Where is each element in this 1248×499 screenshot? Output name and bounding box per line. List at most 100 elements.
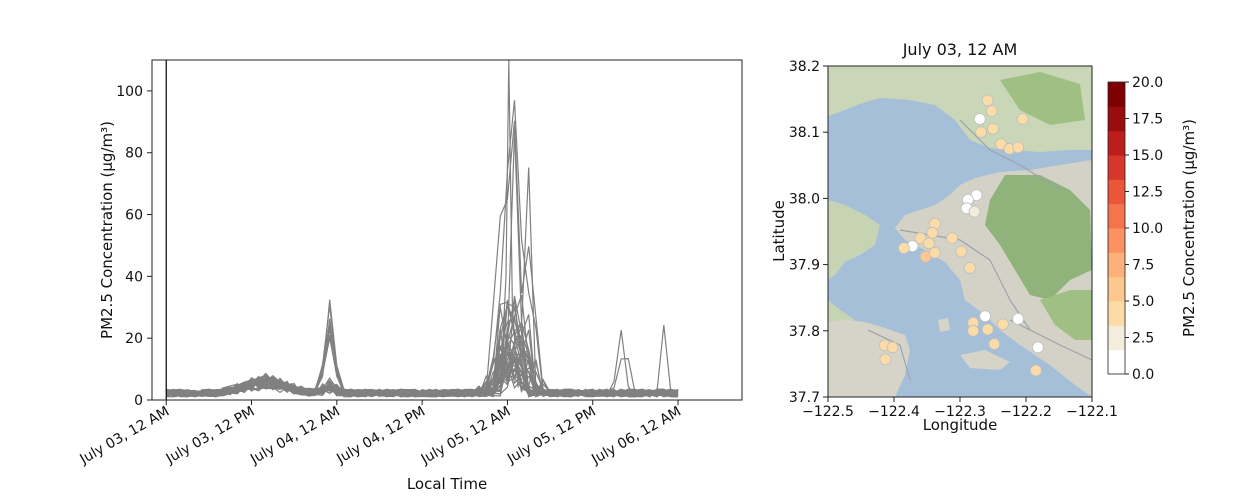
- sensor-point: [981, 323, 994, 336]
- sensor-point: [926, 226, 939, 239]
- colorbar-cell: [1108, 82, 1125, 107]
- land-island: [938, 318, 950, 332]
- sensor-point: [929, 246, 941, 259]
- x-tick-label: July 05, 12 AM: [418, 404, 514, 468]
- map-y-tick-label: 38.0: [789, 191, 820, 207]
- sensor-point: [955, 245, 968, 258]
- sensor-point: [979, 310, 991, 323]
- sensor-point: [1016, 113, 1029, 125]
- colorbar-cell: [1108, 203, 1125, 229]
- sensor-point: [1032, 341, 1044, 354]
- y-tick-label: 20: [125, 331, 143, 347]
- basemap: [828, 66, 1092, 397]
- sensor-point: [886, 341, 899, 354]
- sensor-points: [878, 94, 1044, 377]
- map-x-tick-label: −122.4: [868, 404, 920, 420]
- map-x-tick-label: −122.5: [802, 404, 854, 420]
- map-y-axis-label: Latitude: [770, 200, 788, 262]
- y-axis-ticks: 0 20 40 60 80 100: [116, 84, 152, 409]
- sensor-point: [968, 205, 981, 218]
- x-tick-label: July 04, 12 PM: [333, 404, 428, 468]
- x-tick-label: July 03, 12 PM: [163, 404, 258, 468]
- colorbar-tick-label: 5.0: [1132, 294, 1154, 310]
- map-x-tick-label: −122.2: [1000, 404, 1052, 420]
- sensor-point: [914, 232, 927, 245]
- map-y-tick-label: 37.8: [789, 324, 820, 340]
- sensor-point: [997, 318, 1009, 331]
- hills-east: [985, 175, 1092, 300]
- map-x-tick-label: −122.3: [934, 404, 986, 420]
- map-y-axis-ticks: 37.7 37.8 37.9 38.0 38.1 38.2: [789, 59, 828, 406]
- sensor-point: [964, 261, 976, 274]
- y-tick-label: 80: [125, 146, 143, 162]
- colorbar-ticks: 0.0 2.5 5.0 7.5 10.0 12.5 15.0 17.5 20.0: [1125, 75, 1163, 383]
- colorbar-cell: [1108, 276, 1125, 302]
- colorbar-cell: [1108, 179, 1125, 205]
- series-line: [166, 297, 679, 398]
- map-chart: July 03, 12 AM −122.5 −122.4 −122.3−: [770, 40, 1118, 434]
- colorbar-cell: [1108, 301, 1125, 326]
- colorbar-tick-label: 12.5: [1132, 185, 1163, 201]
- y-axis-label: PM2.5 Concentration (μg/m³): [98, 121, 116, 339]
- colorbar-cell: [1108, 252, 1125, 278]
- colorbar-cell: [1108, 155, 1125, 180]
- sensor-point: [923, 237, 935, 250]
- y-tick-label: 60: [125, 208, 143, 224]
- sensor-point: [981, 94, 994, 107]
- sensor-point: [1030, 364, 1042, 377]
- map-x-tick-label: −122.1: [1066, 404, 1118, 420]
- plot-frame: [151, 59, 743, 401]
- map-title: July 03, 12 AM: [902, 40, 1018, 59]
- sensor-point: [973, 113, 986, 125]
- colorbar-tick-label: 2.5: [1132, 331, 1154, 347]
- colorbar-tick-label: 7.5: [1132, 258, 1154, 274]
- y-tick-label: 40: [125, 269, 143, 285]
- sensor-point: [898, 242, 910, 255]
- x-tick-label: July 04, 12 AM: [247, 404, 343, 468]
- y-tick-label: 0: [134, 393, 143, 409]
- hills-southeast: [1040, 290, 1092, 340]
- map-y-tick-label: 37.9: [789, 258, 820, 274]
- sensor-point: [1012, 141, 1024, 154]
- series-line: [166, 355, 679, 398]
- colorbar-cell: [1108, 349, 1125, 375]
- sensor-point: [946, 232, 958, 245]
- roads: [867, 119, 1092, 381]
- series-line-peak: [499, 60, 519, 391]
- land-san-francisco: [828, 320, 910, 397]
- sensor-point: [975, 126, 987, 139]
- colorbar-cells: [1108, 82, 1125, 375]
- x-tick-label: July 06, 12 AM: [588, 404, 684, 468]
- colorbar-tick-label: 10.0: [1132, 221, 1163, 237]
- map-x-axis-ticks: −122.5 −122.4 −122.3 −122.2 −122.1: [802, 397, 1118, 420]
- land-alameda: [960, 350, 1010, 370]
- colorbar-cell: [1108, 228, 1125, 253]
- map-x-axis-label: Longitude: [923, 416, 998, 434]
- sensor-point: [1012, 312, 1024, 325]
- x-tick-label: July 05, 12 PM: [504, 404, 599, 468]
- hills-north: [1000, 72, 1085, 125]
- sensor-point: [879, 353, 892, 366]
- colorbar-tick-label: 0.0: [1132, 367, 1154, 383]
- y-tick-label: 100: [116, 84, 143, 100]
- colorbar-tick-label: 20.0: [1132, 75, 1163, 91]
- x-axis-label: Local Time: [407, 475, 487, 493]
- colorbar-cell: [1108, 130, 1125, 156]
- colorbar-cell: [1108, 325, 1125, 351]
- colorbar-cell: [1108, 106, 1125, 132]
- colorbar-tick-label: 15.0: [1132, 148, 1163, 164]
- x-tick-label: July 03, 12 AM: [77, 404, 173, 468]
- sensor-point: [988, 338, 1001, 350]
- map-y-tick-label: 37.7: [789, 390, 820, 406]
- sensor-point: [967, 324, 980, 337]
- colorbar-label: PM2.5 Concentration (μg/m³): [1180, 119, 1198, 337]
- colorbar-tick-label: 17.5: [1132, 112, 1163, 128]
- sensor-point: [987, 122, 999, 135]
- plot-area: [152, 60, 742, 400]
- map-y-tick-label: 38.1: [789, 125, 820, 141]
- series-group: [165, 60, 679, 399]
- land-west: [828, 200, 880, 280]
